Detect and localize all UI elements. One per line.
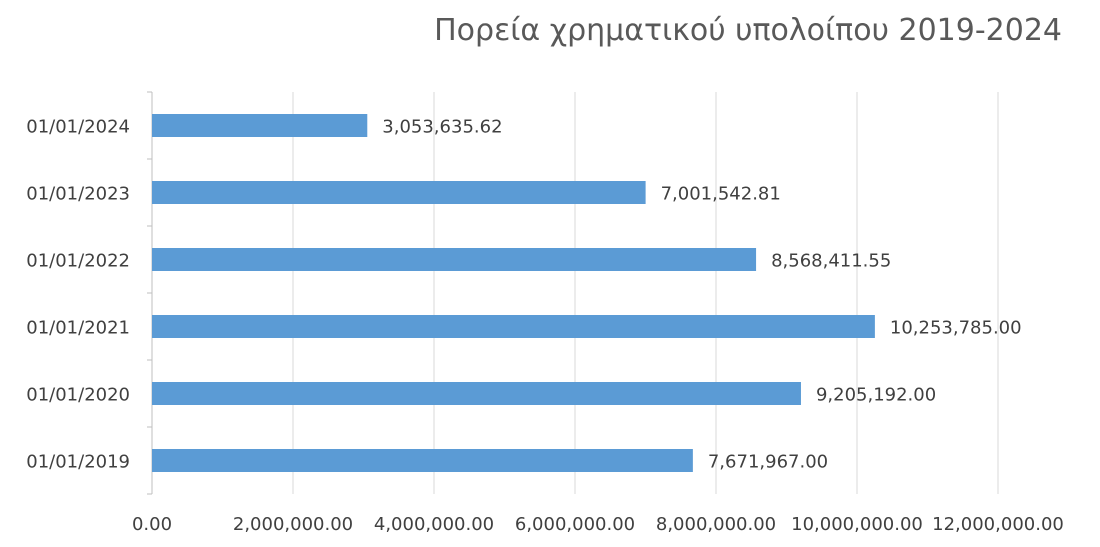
- category-label: 01/01/2022: [26, 251, 130, 272]
- category-label: 01/01/2024: [26, 117, 130, 138]
- bar: [152, 449, 693, 472]
- data-label: 7,001,542.81: [661, 184, 781, 205]
- data-label: 8,568,411.55: [771, 251, 891, 272]
- x-tick-label: 10,000,000.00: [791, 514, 923, 535]
- bar: [152, 248, 757, 271]
- x-tick-label: 12,000,000.00: [932, 514, 1064, 535]
- category-axis: [147, 91, 153, 495]
- data-labels: 3,053,635.62 7,001,542.81 8,568,411.55 10,2…: [382, 117, 1021, 473]
- bar: [152, 382, 801, 405]
- data-label: 10,253,785.00: [890, 318, 1022, 339]
- x-tick-label: 6,000,000.00: [515, 514, 635, 535]
- x-tick-label: 2,000,000.00: [233, 514, 353, 535]
- x-tick-label: 0.00: [132, 514, 172, 535]
- bar: [152, 315, 875, 338]
- grid-lines: [292, 92, 999, 494]
- chart-title: Πορεία χρηματικού υπολοίπου 2019-2024: [434, 13, 1062, 48]
- data-label: 9,205,192.00: [816, 385, 936, 406]
- bars: [152, 114, 875, 472]
- x-tick-label: 8,000,000.00: [656, 514, 776, 535]
- x-tick-label: 4,000,000.00: [374, 514, 494, 535]
- category-label: 01/01/2021: [26, 318, 130, 339]
- category-label: 01/01/2023: [26, 184, 130, 205]
- category-labels: 01/01/2024 01/01/2023 01/01/2022 01/01/2021…: [26, 117, 130, 473]
- category-label: 01/01/2020: [26, 385, 130, 406]
- data-label: 3,053,635.62: [382, 117, 502, 138]
- bar: [152, 181, 646, 204]
- category-label: 01/01/2019: [26, 452, 130, 473]
- x-axis-tick-labels: 0.00 2,000,000.00 4,000,000.00 6,000,000.00…: [132, 514, 1064, 535]
- data-label: 7,671,967.00: [708, 452, 828, 473]
- bar: [152, 114, 368, 137]
